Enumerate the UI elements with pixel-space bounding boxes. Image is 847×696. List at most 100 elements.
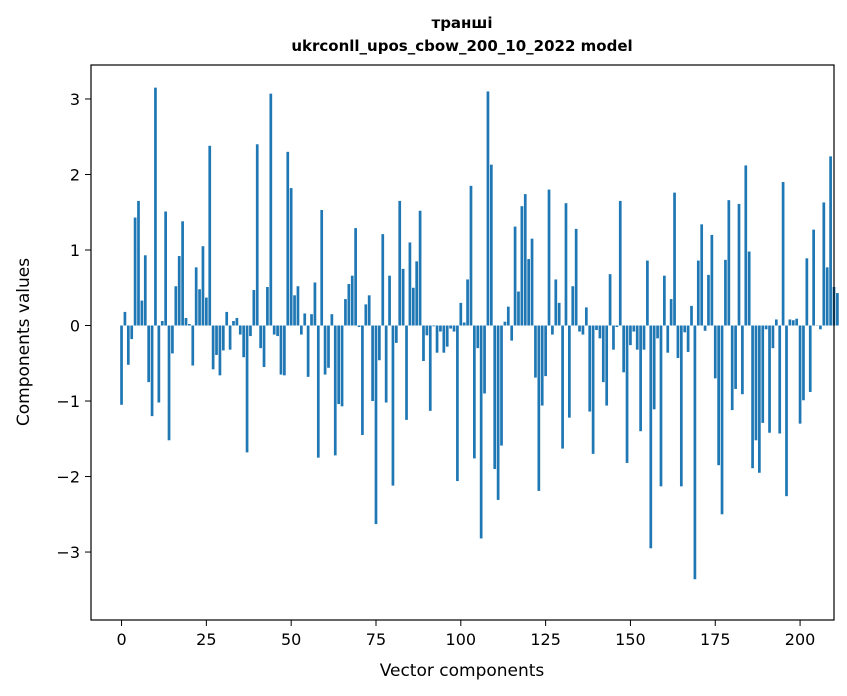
- bar-19: [184, 317, 188, 326]
- bar-95: [442, 325, 446, 353]
- bar-17: [177, 256, 181, 326]
- y-tick-label: −3: [56, 543, 80, 562]
- bar-46: [276, 325, 279, 337]
- bar-144: [608, 274, 612, 326]
- bar-126: [547, 189, 551, 326]
- bar-188: [758, 325, 761, 473]
- bar-52: [296, 286, 300, 326]
- bar-113: [503, 321, 507, 326]
- x-tick-label: 175: [700, 630, 731, 649]
- bar-32: [228, 325, 232, 350]
- bar-75: [374, 325, 378, 525]
- x-tick-label: 200: [785, 630, 816, 649]
- bar-78: [384, 325, 388, 403]
- bar-132: [568, 325, 571, 418]
- bar-159: [659, 325, 663, 487]
- bar-54: [303, 313, 307, 326]
- bar-53: [299, 325, 303, 335]
- bar-83: [401, 268, 405, 326]
- bar-63: [333, 325, 337, 456]
- bar-50: [289, 188, 293, 326]
- bar-10: [154, 87, 157, 326]
- bar-157: [652, 325, 656, 410]
- bar-146: [615, 325, 619, 328]
- bar-174: [710, 234, 714, 326]
- bar-162: [669, 299, 673, 326]
- bar-43: [266, 287, 269, 326]
- x-tick-label: 100: [446, 630, 477, 649]
- bar-143: [605, 325, 609, 406]
- bar-165: [679, 325, 683, 487]
- bar-6: [140, 300, 144, 326]
- bar-48: [283, 325, 286, 376]
- bar-117: [517, 291, 520, 326]
- bar-13: [164, 211, 167, 326]
- x-axis-ticks: 0 25 50 75 100 125 150 175 200: [116, 620, 815, 649]
- bar-163: [673, 192, 676, 326]
- bar-8: [147, 325, 151, 383]
- bar-67: [347, 283, 351, 326]
- x-tick-label: 25: [196, 630, 216, 649]
- bar-161: [666, 325, 670, 353]
- bar-28: [215, 325, 218, 355]
- bar-180: [730, 325, 734, 411]
- bar-100: [459, 302, 463, 326]
- bar-61: [327, 325, 330, 368]
- bar-51: [293, 295, 296, 326]
- bar-185: [747, 251, 751, 326]
- bar-158: [656, 325, 659, 339]
- bar-111: [496, 325, 500, 500]
- bar-123: [537, 325, 541, 491]
- bar-116: [513, 226, 517, 326]
- bar-41: [259, 325, 262, 349]
- bar-12: [160, 320, 164, 326]
- bar-184: [744, 165, 748, 326]
- bar-124: [540, 325, 544, 406]
- bar-137: [584, 307, 588, 326]
- y-tick-label: 3: [70, 90, 80, 109]
- bar-171: [700, 224, 704, 326]
- bar-88: [418, 210, 422, 326]
- bar-60: [323, 325, 327, 375]
- bar-105: [476, 325, 480, 349]
- bar-169: [693, 325, 697, 580]
- bar-139: [591, 325, 595, 454]
- bar-193: [774, 319, 778, 326]
- bar-93: [435, 325, 439, 353]
- bar-150: [629, 325, 632, 346]
- bar-190: [764, 325, 768, 330]
- bar-30: [221, 325, 225, 351]
- bar-22: [194, 267, 198, 326]
- bar-47: [279, 325, 283, 375]
- bar-131: [564, 203, 568, 326]
- bar-167: [686, 325, 690, 352]
- bar-35: [238, 325, 242, 335]
- bar-142: [601, 325, 605, 383]
- x-tick-label: 150: [615, 630, 646, 649]
- bar-103: [469, 185, 473, 326]
- y-tick-label: 1: [70, 241, 80, 260]
- bar-127: [551, 325, 554, 335]
- bar-15: [171, 325, 174, 354]
- bar-64: [337, 325, 341, 405]
- bar-36: [242, 325, 246, 358]
- bar-153: [639, 325, 642, 432]
- bar-25: [204, 297, 208, 326]
- chart-subtitle: ukrconll_upos_cbow_200_10_2022 model: [291, 37, 632, 55]
- x-tick-label: 50: [281, 630, 301, 649]
- bar-91: [428, 325, 432, 411]
- bar-1: [123, 311, 127, 326]
- bar-80: [391, 325, 395, 486]
- y-tick-label: 2: [70, 165, 80, 184]
- bar-58: [316, 325, 320, 458]
- bar-34: [235, 317, 239, 326]
- bar-90: [425, 325, 429, 336]
- bar-176: [717, 325, 720, 466]
- bar-121: [530, 238, 534, 326]
- bar-168: [690, 305, 693, 326]
- bar-56: [310, 314, 313, 326]
- bar-79: [388, 275, 391, 326]
- bar-0: [120, 325, 123, 405]
- bar-195: [781, 182, 785, 326]
- y-tick-label: −1: [56, 392, 80, 411]
